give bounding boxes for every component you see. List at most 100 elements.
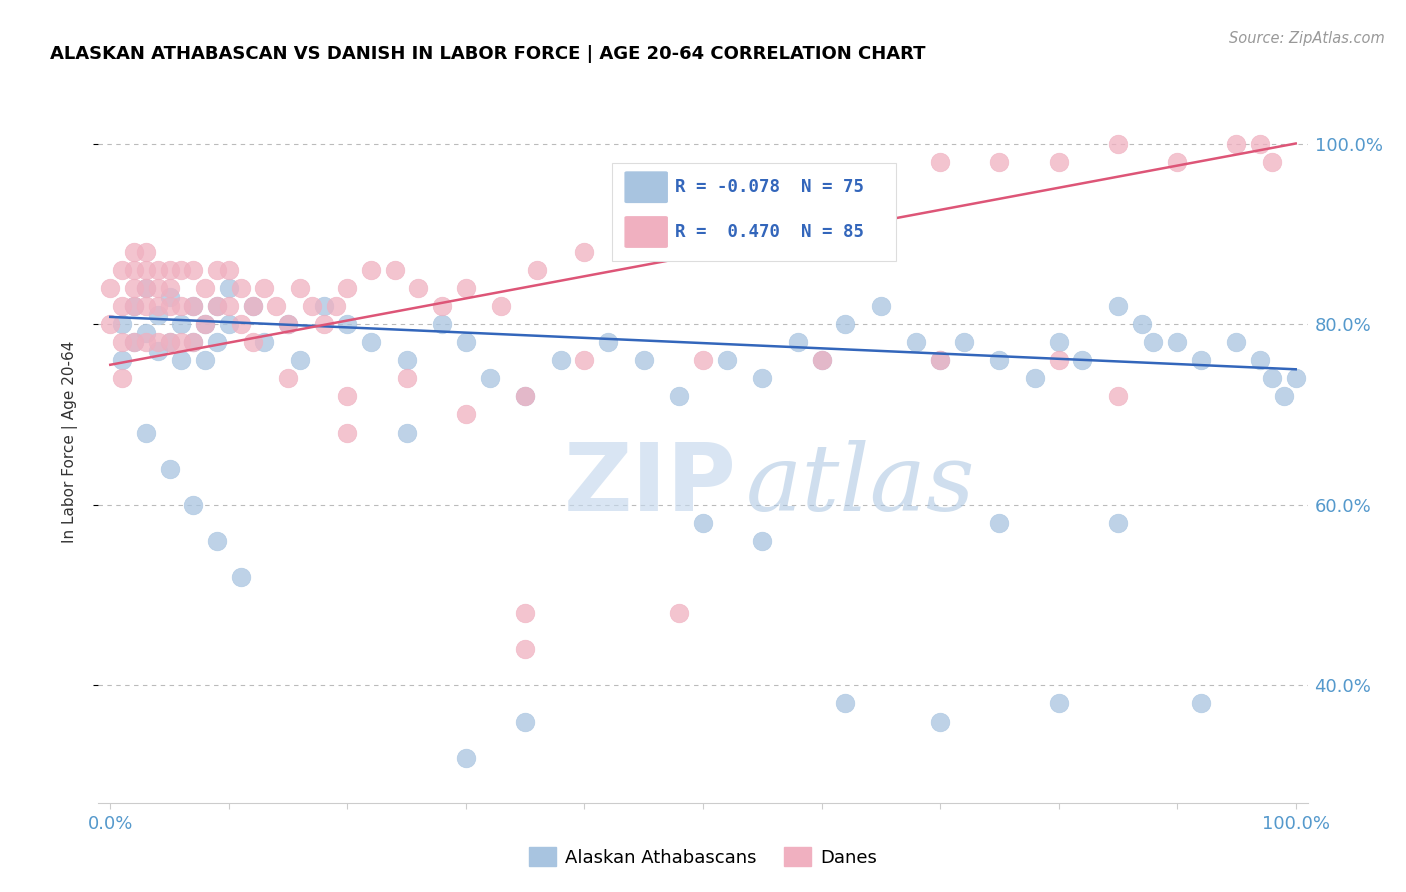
Point — [1272, 389, 1295, 403]
Point — [181, 498, 204, 512]
Point — [181, 335, 204, 350]
Point — [122, 299, 145, 313]
Point — [205, 299, 228, 313]
Point — [574, 244, 596, 259]
Point — [218, 281, 240, 295]
Point — [905, 335, 928, 350]
Point — [159, 335, 181, 350]
Point — [929, 154, 952, 169]
Point — [170, 317, 193, 331]
Point — [1261, 371, 1284, 385]
Point — [312, 299, 335, 313]
Point — [526, 263, 548, 277]
Point — [515, 714, 537, 729]
Text: R = -0.078  N = 75: R = -0.078 N = 75 — [675, 178, 865, 196]
Point — [432, 299, 454, 313]
Point — [205, 335, 228, 350]
Point — [111, 299, 134, 313]
Point — [170, 353, 193, 368]
Point — [1024, 371, 1046, 385]
Point — [1249, 353, 1271, 368]
Point — [454, 281, 477, 295]
Point — [1047, 353, 1070, 368]
Point — [515, 389, 537, 403]
Point — [135, 326, 157, 340]
Point — [598, 335, 620, 350]
Point — [277, 317, 299, 331]
Point — [834, 697, 856, 711]
Point — [135, 244, 157, 259]
Point — [751, 371, 773, 385]
Point — [692, 516, 714, 530]
Point — [264, 299, 287, 313]
Point — [111, 335, 134, 350]
Point — [336, 425, 359, 440]
Point — [135, 425, 157, 440]
Point — [159, 263, 181, 277]
Point — [122, 335, 145, 350]
Point — [98, 317, 121, 331]
Point — [763, 172, 786, 186]
Point — [181, 299, 204, 313]
Point — [159, 461, 181, 475]
Point — [395, 371, 418, 385]
Point — [408, 281, 430, 295]
Point — [1166, 335, 1188, 350]
Point — [1225, 335, 1247, 350]
Point — [194, 281, 217, 295]
Point — [1107, 299, 1129, 313]
Point — [336, 317, 359, 331]
Point — [146, 299, 169, 313]
Point — [668, 606, 690, 620]
FancyBboxPatch shape — [624, 171, 668, 203]
Point — [716, 191, 738, 205]
Point — [574, 353, 596, 368]
Point — [242, 299, 264, 313]
Point — [218, 263, 240, 277]
Point — [146, 281, 169, 295]
Point — [122, 335, 145, 350]
Point — [869, 299, 891, 313]
Point — [786, 335, 808, 350]
Point — [205, 263, 228, 277]
Point — [751, 533, 773, 548]
Text: ZIP: ZIP — [564, 439, 737, 531]
Point — [952, 335, 974, 350]
Point — [325, 299, 347, 313]
Point — [229, 317, 252, 331]
Text: Source: ZipAtlas.com: Source: ZipAtlas.com — [1229, 31, 1385, 46]
Point — [1071, 353, 1094, 368]
Point — [1047, 335, 1070, 350]
Point — [159, 299, 181, 313]
Point — [810, 172, 832, 186]
Point — [205, 533, 228, 548]
Point — [491, 299, 513, 313]
Point — [454, 750, 477, 764]
Point — [111, 317, 134, 331]
Point — [1225, 136, 1247, 151]
Point — [1107, 516, 1129, 530]
Point — [301, 299, 323, 313]
Point — [1130, 317, 1153, 331]
Point — [1249, 136, 1271, 151]
Point — [929, 353, 952, 368]
Point — [159, 290, 181, 304]
Point — [668, 209, 690, 223]
Point — [360, 335, 382, 350]
Point — [869, 172, 891, 186]
Point — [454, 335, 477, 350]
Point — [515, 389, 537, 403]
Point — [277, 317, 299, 331]
Point — [550, 353, 572, 368]
Point — [336, 281, 359, 295]
Point — [122, 263, 145, 277]
Point — [1107, 389, 1129, 403]
Point — [242, 299, 264, 313]
Point — [336, 389, 359, 403]
Point — [159, 335, 181, 350]
Point — [111, 371, 134, 385]
Point — [229, 281, 252, 295]
Point — [668, 389, 690, 403]
Point — [834, 317, 856, 331]
Point — [170, 335, 193, 350]
